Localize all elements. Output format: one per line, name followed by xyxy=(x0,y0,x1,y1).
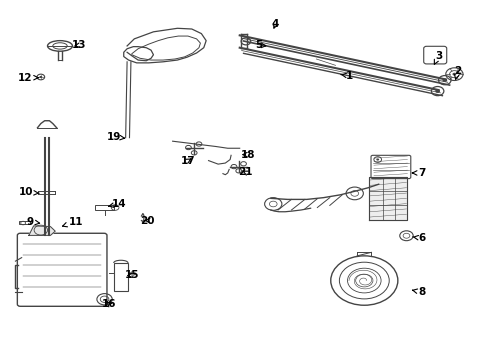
Text: 3: 3 xyxy=(433,51,441,64)
Text: 18: 18 xyxy=(241,150,255,159)
Polygon shape xyxy=(368,177,407,220)
Circle shape xyxy=(376,158,378,161)
Text: 5: 5 xyxy=(255,40,265,50)
Text: 1: 1 xyxy=(340,71,353,81)
Text: 11: 11 xyxy=(62,217,83,227)
Text: 6: 6 xyxy=(412,233,425,243)
Text: 16: 16 xyxy=(102,299,116,309)
Text: 15: 15 xyxy=(124,270,139,280)
Text: 14: 14 xyxy=(108,199,126,209)
Polygon shape xyxy=(29,226,55,235)
Circle shape xyxy=(434,89,439,93)
Bar xyxy=(95,205,114,210)
Circle shape xyxy=(40,76,42,78)
Text: 2: 2 xyxy=(453,66,461,79)
Text: 19: 19 xyxy=(107,132,124,142)
Bar xyxy=(19,221,30,224)
Text: 4: 4 xyxy=(271,19,279,29)
Text: 9: 9 xyxy=(26,217,40,227)
Text: 13: 13 xyxy=(72,40,86,50)
Circle shape xyxy=(451,73,455,76)
Text: 12: 12 xyxy=(18,73,38,83)
Text: 8: 8 xyxy=(411,287,425,297)
Text: 17: 17 xyxy=(180,156,195,166)
Text: 7: 7 xyxy=(411,168,425,178)
Bar xyxy=(113,263,128,291)
Text: 20: 20 xyxy=(140,216,155,226)
Text: 10: 10 xyxy=(19,187,39,197)
Text: 21: 21 xyxy=(238,167,252,177)
Circle shape xyxy=(442,78,447,82)
